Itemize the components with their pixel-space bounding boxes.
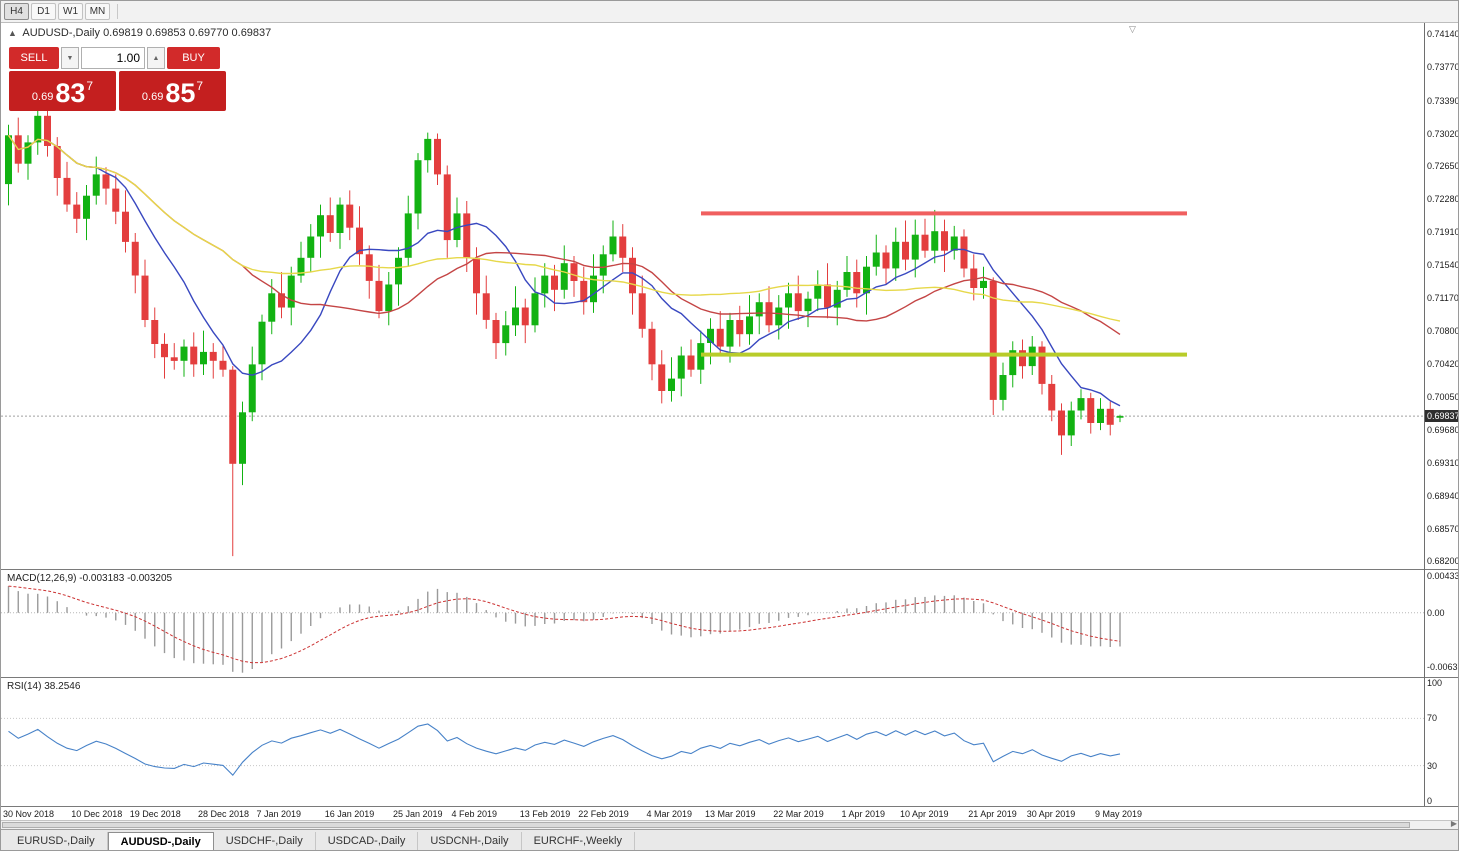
date-label: 4 Feb 2019 (451, 809, 498, 819)
tab-usdcad-daily[interactable]: USDCAD-,Daily (316, 832, 419, 850)
price-axis-label: 0.73020 (1427, 128, 1459, 139)
buy-price-pip: 7 (196, 79, 204, 93)
price-axis-label: 0.71540 (1427, 259, 1459, 270)
current-price-tag: 0.69837 (1425, 410, 1459, 423)
chart-shift-marker-icon[interactable]: ▽ (1129, 24, 1136, 34)
timeframe-h4-button[interactable]: H4 (4, 3, 29, 20)
date-label: 30 Apr 2019 (1026, 809, 1076, 819)
date-label: 22 Mar 2019 (773, 809, 824, 819)
date-label: 4 Mar 2019 (646, 809, 693, 819)
sell-price-pip: 7 (86, 79, 94, 93)
date-label: 22 Feb 2019 (578, 809, 629, 819)
sell-price-button[interactable]: 0.69 83 7 (9, 71, 116, 111)
tab-eurchf-weekly[interactable]: EURCHF-,Weekly (522, 832, 635, 850)
price-axis-label: 0.70050 (1427, 392, 1459, 403)
price-axis-label: 0.71170 (1427, 292, 1459, 303)
macd-axis[interactable]: 0.004331 0.00 -0.00637 (1425, 570, 1459, 677)
rsi-chart (1, 717, 1424, 777)
date-label: 28 Dec 2018 (198, 809, 250, 819)
rsi-indicator-label: RSI(14) 38.2546 (7, 681, 80, 692)
buy-price-prefix: 0.69 (141, 91, 164, 103)
price-axis-label: 0.72650 (1427, 161, 1459, 172)
macd-indicator-label: MACD(12,26,9) -0.003183 -0.003205 (7, 573, 172, 584)
one-click-trading-panel: SELL ▼ ▲ BUY 0.69 83 7 0.69 85 7 (9, 47, 226, 111)
date-label: 7 Jan 2019 (256, 809, 302, 819)
rsi-axis-label: 0 (1427, 796, 1433, 806)
chart-ohlc-values: 0.69819 0.69853 0.69770 0.69837 (103, 27, 272, 39)
time-axis[interactable]: 30 Nov 2018 10 Dec 2018 19 Dec 2018 28 Dec … (1, 806, 1458, 820)
main-chart-panel[interactable]: ▲ AUDUSD-,Daily 0.69819 0.69853 0.69770 … (1, 23, 1424, 569)
macd-chart (1, 585, 1424, 673)
rsi-panel[interactable]: RSI(14) 38.2546 (1, 678, 1424, 806)
price-axis-label: 0.68940 (1427, 490, 1459, 501)
date-label: 16 Jan 2019 (324, 809, 375, 819)
tab-usdcnh-daily[interactable]: USDCNH-,Daily (418, 832, 522, 850)
one-click-collapse-icon[interactable]: ▲ (8, 28, 17, 38)
volume-up-button[interactable]: ▲ (147, 47, 165, 69)
rsi-axis[interactable]: 100 70 30 0 (1425, 678, 1458, 806)
rsi-name: RSI(14) (7, 681, 42, 692)
chart-title: ▲ AUDUSD-,Daily 0.69819 0.69853 0.69770 … (8, 27, 271, 39)
rsi-axis-label: 70 (1427, 713, 1438, 724)
price-axis-label: 0.71910 (1427, 227, 1459, 238)
sell-price-prefix: 0.69 (31, 91, 54, 103)
price-axis[interactable]: 0.69837 0.74140 0.73770 0.73390 0.73020 0.72… (1425, 23, 1459, 569)
price-axis-label: 0.73770 (1427, 61, 1459, 72)
price-axis-label: 0.73390 (1427, 95, 1459, 106)
toolbar-separator (117, 4, 118, 19)
date-label: 30 Nov 2018 (3, 809, 55, 819)
sell-price-main: 83 (55, 78, 86, 109)
price-axis-label: 0.68570 (1427, 523, 1459, 534)
timeframe-w1-button[interactable]: W1 (58, 3, 83, 20)
sell-button[interactable]: SELL (9, 47, 59, 69)
rsi-axis-label: 30 (1427, 760, 1438, 771)
macd-axis-label: -0.00637 (1427, 662, 1459, 673)
price-axis-label: 0.72280 (1427, 194, 1459, 205)
chart-tab-bar: EURUSD-,Daily AUDUSD-,Daily USDCHF-,Dail… (1, 829, 1458, 850)
axis-separator (1424, 23, 1425, 820)
tab-usdchf-daily[interactable]: USDCHF-,Daily (214, 832, 316, 850)
price-axis-label: 0.69310 (1427, 457, 1459, 468)
chart-symbol-label: AUDUSD-,Daily (22, 27, 100, 39)
timeframe-d1-button[interactable]: D1 (31, 3, 56, 20)
date-label: 25 Jan 2019 (393, 809, 443, 819)
macd-axis-label: 0.00 (1427, 607, 1445, 618)
volume-down-button[interactable]: ▼ (61, 47, 79, 69)
date-label: 21 Apr 2019 (968, 809, 1017, 819)
price-axis-label: 0.74140 (1427, 29, 1459, 40)
volume-input[interactable] (81, 47, 145, 69)
date-label: 1 Apr 2019 (841, 809, 886, 819)
date-label: 13 Mar 2019 (705, 809, 756, 819)
tab-audusd-daily[interactable]: AUDUSD-,Daily (107, 832, 214, 850)
macd-name: MACD(12,26,9) (7, 573, 77, 584)
date-label: 13 Feb 2019 (519, 809, 571, 819)
scrollbar-right-arrow-icon[interactable]: ▶ (1450, 819, 1457, 828)
price-axis-label: 0.68200 (1427, 556, 1459, 567)
scrollbar-thumb[interactable] (2, 822, 1410, 828)
rsi-value: 38.2546 (44, 681, 81, 692)
panel-separator[interactable] (1, 677, 1458, 678)
buy-price-main: 85 (165, 78, 196, 109)
rsi-axis-label: 100 (1427, 678, 1443, 688)
price-axis-label: 0.69680 (1427, 425, 1459, 436)
buy-price-button[interactable]: 0.69 85 7 (119, 71, 226, 111)
date-label: 10 Dec 2018 (71, 809, 123, 819)
price-axis-label: 0.70800 (1427, 325, 1459, 336)
macd-values: -0.003183 -0.003205 (79, 573, 173, 584)
timeframe-toolbar: H4 D1 W1 MN (1, 1, 1458, 23)
horizontal-scrollbar[interactable]: ▶ (1, 819, 1458, 829)
panel-separator[interactable] (1, 569, 1458, 570)
price-axis-label: 0.70420 (1427, 359, 1459, 370)
tab-eurusd-daily[interactable]: EURUSD-,Daily (5, 832, 108, 850)
date-label: 19 Dec 2018 (129, 809, 181, 819)
candlestick-chart (1, 106, 1424, 557)
buy-button[interactable]: BUY (167, 47, 220, 69)
date-label: 9 May 2019 (1095, 809, 1143, 819)
date-label: 10 Apr 2019 (900, 809, 949, 819)
timeframe-mn-button[interactable]: MN (85, 3, 110, 20)
macd-axis-label: 0.004331 (1427, 570, 1458, 581)
macd-panel[interactable]: MACD(12,26,9) -0.003183 -0.003205 (1, 570, 1424, 677)
